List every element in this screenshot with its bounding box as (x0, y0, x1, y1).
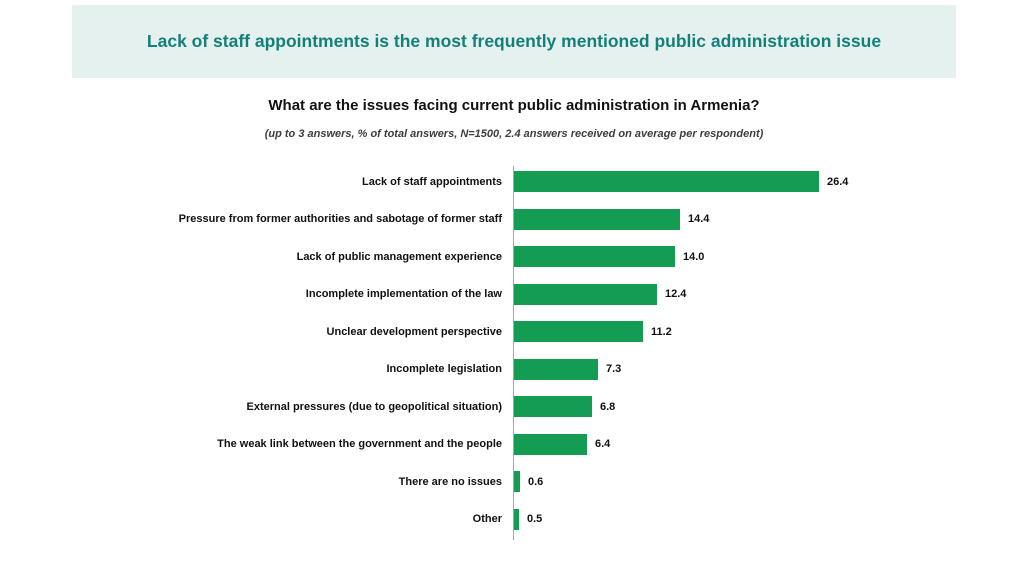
bar (513, 208, 680, 230)
chart-row: Incomplete implementation of the law 12.4 (0, 276, 1010, 314)
bar (513, 358, 598, 380)
value-label: 26.4 (827, 175, 849, 188)
value-label: 11.2 (651, 325, 672, 338)
chart-row: Pressure from former authorities and sab… (0, 201, 1010, 239)
value-label: 12.4 (665, 288, 687, 301)
bar-area: 0.6 (513, 463, 543, 501)
category-label: Incomplete implementation of the law (305, 288, 502, 301)
bar-area: 26.4 (513, 163, 848, 201)
bar (513, 396, 592, 418)
value-label: 0.6 (528, 475, 544, 488)
category-label: The weak link between the government and… (217, 438, 502, 451)
chart-row: Incomplete legislation 7.3 (0, 351, 1010, 389)
bar (513, 321, 643, 343)
value-label: 14.4 (688, 213, 710, 226)
chart-row: External pressures (due to geopolitical … (0, 388, 1010, 426)
category-label: Lack of staff appointments (362, 175, 502, 188)
category-label: Unclear development perspective (326, 325, 502, 338)
chart-title: What are the issues facing current publi… (268, 97, 760, 114)
bar-area: 7.3 (513, 351, 621, 389)
value-label: 14.0 (683, 250, 705, 263)
y-axis-line (513, 166, 514, 540)
bar (513, 508, 519, 530)
bar-area: 14.4 (513, 201, 709, 239)
chart-row: The weak link between the government and… (0, 426, 1010, 464)
value-label: 6.8 (600, 400, 616, 413)
value-label: 6.4 (595, 438, 611, 451)
chart-row: Unclear development perspective 11.2 (0, 313, 1010, 351)
bar (513, 471, 520, 493)
chart-row: Lack of public management experience 14.0 (0, 238, 1010, 276)
bar-area: 14.0 (513, 238, 704, 276)
bar (513, 246, 675, 268)
bar (513, 433, 587, 455)
bar-area: 11.2 (513, 313, 672, 351)
category-label: There are no issues (398, 475, 502, 488)
category-label: Incomplete legislation (386, 363, 502, 376)
bar-chart: Lack of staff appointments 26.4 Pressure f… (0, 163, 1010, 538)
bar-area: 12.4 (513, 276, 686, 314)
value-label: 0.5 (527, 513, 543, 526)
value-label: 7.3 (606, 363, 622, 376)
chart-subtitle: (up to 3 answers, % of total answers, N=… (264, 128, 764, 140)
category-label: Other (472, 513, 502, 526)
bar-area: 0.5 (513, 501, 542, 539)
bar (513, 283, 657, 305)
category-label: External pressures (due to geopolitical … (246, 400, 503, 413)
category-label: Lack of public management experience (296, 250, 502, 263)
chart-row: Lack of staff appointments 26.4 (0, 163, 1010, 201)
chart-header: What are the issues facing current publi… (72, 97, 956, 140)
slide-title-banner: Lack of staff appointments is the most f… (72, 5, 956, 78)
chart-row: Other 0.5 (0, 501, 1010, 539)
bar-area: 6.4 (513, 426, 610, 464)
chart-row: There are no issues 0.6 (0, 463, 1010, 501)
category-label: Pressure from former authorities and sab… (178, 213, 502, 226)
bar (513, 171, 819, 193)
slide-title: Lack of staff appointments is the most f… (146, 31, 882, 51)
bar-area: 6.8 (513, 388, 615, 426)
